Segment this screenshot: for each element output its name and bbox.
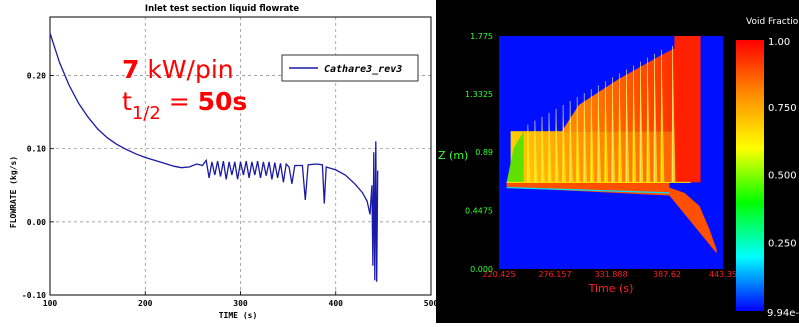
y-tick-label: 0.20 bbox=[27, 72, 46, 81]
x-tick-label: 100 bbox=[43, 299, 58, 308]
x-tick-label: 500 bbox=[424, 299, 436, 308]
series-line-cathare3-rev3 bbox=[49, 32, 379, 282]
x-tick-label: 300 bbox=[233, 299, 248, 308]
x-axis-label: TIME (s) bbox=[219, 311, 258, 320]
y-tick-label: 0.4475 bbox=[465, 206, 493, 215]
legend: Cathare3_rev3 bbox=[281, 54, 419, 82]
axis-tick-labels: 220.425 276.157 331.888 387.62 443.35 0.000 0.… bbox=[465, 32, 737, 279]
x-axis-label: Time (s) bbox=[588, 282, 634, 295]
high-void-region bbox=[674, 36, 701, 183]
colorbar-title: Void Fraction bbox=[746, 17, 799, 27]
void-fraction-field bbox=[506, 36, 717, 254]
x-tick-label: 443.35 bbox=[709, 270, 737, 279]
colorbar-tick-label: 0.750 bbox=[768, 103, 797, 114]
x-tick-label: 331.888 bbox=[594, 270, 627, 279]
annotation-power-unit: kW/pin bbox=[139, 55, 233, 84]
colorbar-max-label: 1.00 bbox=[768, 37, 790, 48]
x-tick-labels: 100 200 300 400 500 bbox=[43, 299, 439, 308]
y-axis-label: FLOWRATE (kg/s) bbox=[9, 156, 18, 228]
void-fraction-panel: 220.425 276.157 331.888 387.62 443.35 0.000 0.… bbox=[436, 0, 799, 323]
colorbar-tick-label: 0.500 bbox=[768, 171, 797, 182]
flowrate-chart-panel: Inlet test section liquid flowrate 100 20… bbox=[9, 4, 439, 320]
y-tick-labels: -0.10 0.00 0.10 0.20 bbox=[22, 72, 46, 300]
void-fraction-heatmap: 220.425 276.157 331.888 387.62 443.35 0.000 0.… bbox=[438, 17, 799, 319]
y-axis-label: Z (m) bbox=[438, 149, 468, 162]
flowrate-chart: Inlet test section liquid flowrate 100 20… bbox=[9, 4, 439, 320]
grid bbox=[50, 17, 431, 296]
early-front-region bbox=[506, 131, 524, 183]
upper-void-band bbox=[561, 36, 700, 132]
colorbar-tick-label: 0.250 bbox=[768, 238, 797, 249]
annotation-power-value: 7 bbox=[122, 55, 139, 84]
x-tick-label: 400 bbox=[329, 299, 344, 308]
axes bbox=[49, 16, 432, 296]
y-tick-label: -0.10 bbox=[22, 291, 46, 300]
colorbar bbox=[736, 40, 764, 311]
y-tick-label: 0.89 bbox=[475, 148, 493, 157]
lower-boundary-line bbox=[506, 187, 670, 194]
annotation: 7 kW/pin t1/2 = 50s bbox=[122, 55, 247, 124]
plot-frame bbox=[49, 16, 432, 296]
y-tick-label: 0.000 bbox=[470, 265, 493, 274]
x-tick-label: 220.425 bbox=[482, 270, 515, 279]
annotation-half-time: t1/2 = 50s bbox=[122, 87, 247, 124]
y-tick-label: 0.00 bbox=[27, 218, 46, 227]
y-tick-label: 1.775 bbox=[470, 32, 493, 41]
x-tick-label: 200 bbox=[138, 299, 153, 308]
legend-label: Cathare3_rev3 bbox=[324, 64, 402, 75]
x-tick-label: 276.157 bbox=[538, 270, 571, 279]
annotation-half-time-subscript: 1/2 bbox=[132, 103, 161, 124]
colorbar-min-label: 9.94e-0 bbox=[767, 308, 799, 319]
x-tick-label: 387.62 bbox=[653, 270, 681, 279]
annotation-half-time-value: 50s bbox=[198, 87, 248, 116]
annotation-power: 7 kW/pin bbox=[122, 55, 234, 84]
y-tick-label: 0.10 bbox=[27, 145, 46, 154]
annotation-half-time-t: t bbox=[122, 87, 132, 116]
y-tick-label: 1.3325 bbox=[465, 90, 493, 99]
colorbar-tick-labels: 0.750 0.500 0.250 bbox=[768, 103, 797, 250]
annotation-half-time-equals: = bbox=[161, 87, 198, 116]
chart-title: Inlet test section liquid flowrate bbox=[145, 4, 299, 14]
